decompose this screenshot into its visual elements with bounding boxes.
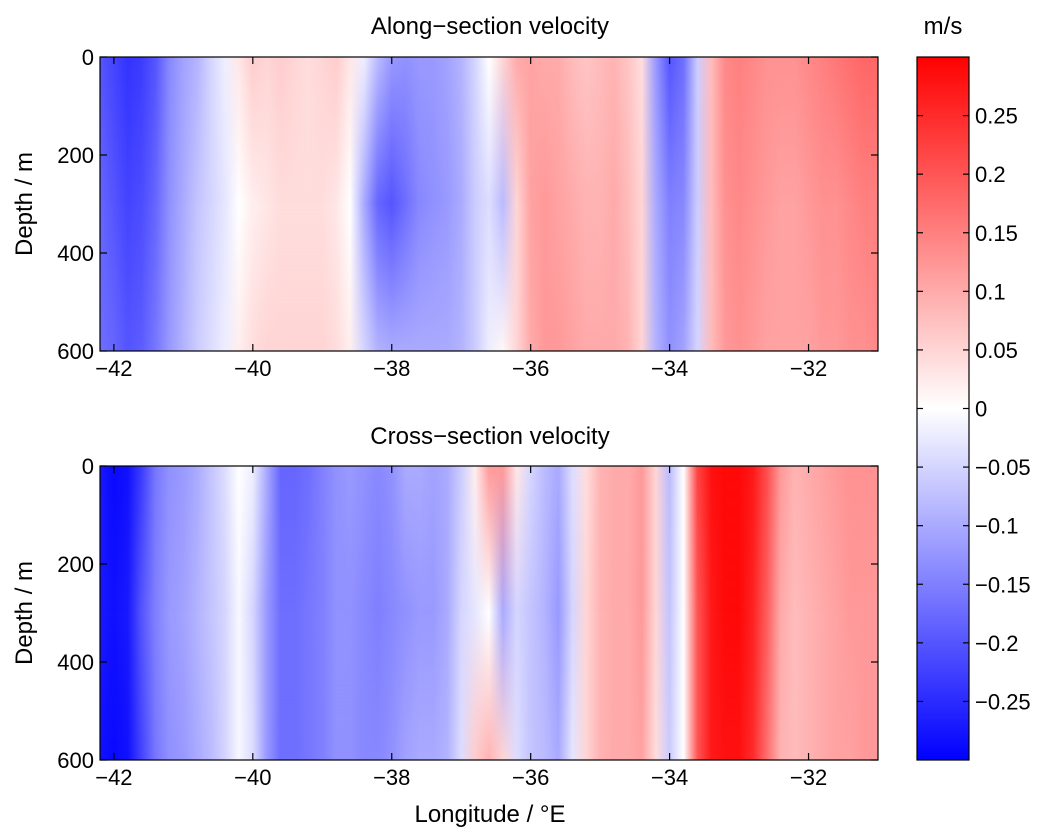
- along-section-heatmap: [100, 57, 878, 351]
- colorbar-gradient: [916, 56, 970, 761]
- colorbar-tick-label: 0.25: [975, 104, 1018, 129]
- colorbar-tick-label: 0.1: [975, 279, 1006, 304]
- x-tick-label: −36: [512, 765, 549, 790]
- x-tick-label: −32: [790, 356, 827, 381]
- y-tick-label: 200: [57, 552, 94, 577]
- y-tick-label: 400: [57, 241, 94, 266]
- colorbar-unit-label: m/s: [924, 13, 963, 40]
- colorbar-ticks: −0.25 −0.2 −0.15 −0.1 −0.05 0 0.05 0.1 0.15 0.2 0.…: [917, 104, 1031, 714]
- x-tick-label: −38: [373, 356, 410, 381]
- colorbar: m/s −0.25 −0.2 −0.15 −0.1 −0.05 0 0.05 0.1 0.15 0…: [916, 13, 1031, 761]
- along-section-panel: Along−section velocity −42 −40 −38 −36 −34 −3…: [11, 13, 879, 381]
- y-tick-label: 0: [82, 454, 94, 479]
- y-tick-label: 600: [57, 339, 94, 364]
- colorbar-tick-label: −0.25: [975, 689, 1031, 714]
- y-tick-label: 400: [57, 650, 94, 675]
- colorbar-tick-label: −0.05: [975, 455, 1031, 480]
- cross-section-title: Cross−section velocity: [370, 423, 609, 450]
- y-tick-label: 600: [57, 748, 94, 773]
- longitude-x-label: Longitude / °E: [414, 801, 565, 828]
- along-section-y-label: Depth / m: [11, 152, 38, 256]
- y-tick-label: 200: [57, 143, 94, 168]
- colorbar-tick-label: −0.15: [975, 572, 1031, 597]
- along-section-title: Along−section velocity: [371, 13, 609, 40]
- cross-section-x-axis: −42 −40 −38 −36 −34 −32: [95, 466, 827, 790]
- cross-section-heatmap: [100, 466, 878, 760]
- colorbar-tick-label: 0.05: [975, 338, 1018, 363]
- x-tick-label: −40: [234, 765, 271, 790]
- colorbar-tick-label: −0.1: [975, 514, 1018, 539]
- heatmap-layer: [100, 57, 878, 351]
- cross-section-y-label: Depth / m: [11, 561, 38, 665]
- x-tick-label: −36: [512, 356, 549, 381]
- heatmap-layer: [100, 466, 878, 760]
- colorbar-tick-label: 0.15: [975, 221, 1018, 246]
- x-tick-label: −34: [651, 356, 688, 381]
- colorbar-tick-label: 0.2: [975, 162, 1006, 187]
- cross-section-y-axis: 0 200 400 600: [57, 454, 878, 773]
- x-tick-label: −42: [95, 356, 132, 381]
- colorbar-tick-label: −0.2: [975, 631, 1018, 656]
- cross-section-plot-frame: [99, 465, 879, 761]
- along-section-plot-frame: [99, 56, 879, 352]
- along-section-y-axis: 0 200 400 600: [57, 45, 878, 364]
- x-tick-label: −42: [95, 765, 132, 790]
- x-tick-label: −38: [373, 765, 410, 790]
- colorbar-tick-label: 0: [975, 397, 987, 422]
- x-tick-label: −32: [790, 765, 827, 790]
- x-tick-label: −34: [651, 765, 688, 790]
- y-tick-label: 0: [82, 45, 94, 70]
- along-section-x-axis: −42 −40 −38 −36 −34 −32: [95, 57, 827, 381]
- x-tick-label: −40: [234, 356, 271, 381]
- cross-section-panel: Cross−section velocity −42 −40 −38 −36 −34 −3…: [11, 423, 879, 828]
